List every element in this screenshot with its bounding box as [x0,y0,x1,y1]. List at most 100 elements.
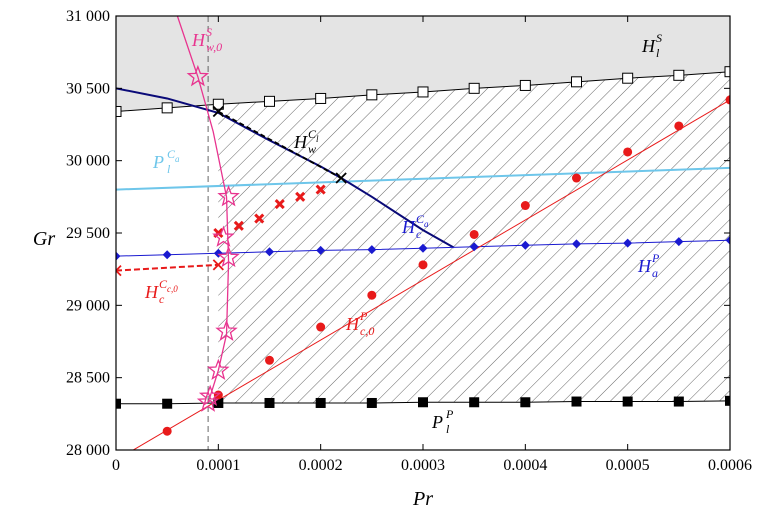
Hc0P-point [367,290,377,300]
x-axis: 0 0.0001 0.0002 0.0003 0.0004 0.0005 0.0006 [112,16,752,474]
HaP-point [367,245,377,255]
annotation-symbol: P [431,412,443,432]
HcCc0-point-stroke-b [295,191,306,202]
HcCc0-point [315,184,326,195]
HwS0-point [212,225,235,247]
HlS-point [673,69,685,81]
HcCc0-point [254,213,265,224]
y-tick-label: 30 500 [66,80,110,97]
PlCa-line [116,166,730,191]
PlP-point [264,397,275,408]
annotation-subscript: c [159,292,165,306]
annotation-symbol: H [144,282,159,302]
annotation-subscript: w,0 [206,40,222,54]
annotation-superscript: P [651,251,660,265]
HwCl-end-point [335,172,347,184]
x-tick-label: 0 [112,457,120,474]
annotation-subscript: c [416,227,422,241]
Hc0P-point [520,201,530,211]
HlS-point [315,92,327,104]
PlP-point [725,395,730,406]
annotation-superscript: S [656,31,662,45]
HaP-point [725,235,730,245]
HlS-point [212,98,224,110]
HcCc0-point-stroke-b [315,184,326,195]
HlS-point [116,105,122,117]
HwCl-line [217,110,342,179]
y-axis-label: Gr [33,228,55,250]
PlP-point [366,397,377,408]
HlS-point [468,82,480,94]
annotation-Hc0P: H Pc,0 [345,309,374,338]
HaP-point [674,237,684,247]
HcCc0-line [116,263,219,272]
HwCl-end-point-stroke-b [212,105,224,118]
annotation-symbol: P [152,152,164,172]
HcCc0-end-point-stroke-a [116,269,122,277]
annotation-subscript: l [167,162,171,176]
Hc0P-point [469,229,479,239]
annotation-subscript: a [652,266,658,280]
HaP-point [316,245,326,255]
HlS-point [519,79,531,91]
Hc0P-point [265,355,274,365]
HaP-point [572,239,581,249]
annotation-HwS0: H Sw,0 [191,25,222,54]
HwCl-end-point-stroke-b [335,172,347,184]
Hc0P-point [162,426,172,436]
annotation-superscript: P [359,309,368,323]
annotation-subscript: w [308,142,316,156]
HcCc0-end-point [212,259,224,271]
HcCc0-point [233,220,244,231]
annotation-superscript-sub: l [316,134,319,144]
PlP-point [315,397,326,408]
HlS-point [161,102,173,114]
annotation-superscript-sub: c,0 [167,284,178,294]
HaP-point [520,240,530,250]
annotation-PlP: P Pl [431,407,454,436]
y-tick-label: 28 500 [66,370,110,387]
HcCc0-end-point [116,264,122,277]
Hc0P-point [572,173,581,183]
Hc0P-point [418,260,428,270]
unstable-shaded-region [116,16,730,112]
x-tick-label: 0.0003 [401,457,445,474]
annotation-subscript: c,0 [360,324,374,338]
HlS-point [724,66,730,78]
PlP-point [116,398,121,409]
annotation-symbol: H [637,256,652,276]
HwS0-point [207,358,230,381]
HaP-point [162,250,172,260]
y-tick-label: 28 000 [66,442,110,459]
PlP-point [673,396,684,407]
x-tick-label: 0.0005 [606,457,650,474]
PlP-point [571,396,582,407]
annotation-symbol: H [641,36,656,56]
HlS-point [366,89,378,101]
Hc0P-point [623,147,633,157]
x-tick-label: 0.0006 [708,457,752,474]
annotation-superscript: P [445,407,454,421]
HwS0-point [186,64,210,87]
annotation-symbol: H [293,132,308,152]
x-tick-label: 0.0004 [503,457,547,474]
HcCc0-point [295,191,306,202]
y-tick-label: 29 000 [66,297,110,314]
HcCc0-point-stroke-b [233,220,244,231]
annotation-superscript: S [206,25,212,39]
y-tick-label: 29 500 [66,225,110,242]
HwS0-point [196,390,220,412]
annotation-superscript-sub: a [424,219,429,229]
Hc0P-point [725,95,730,105]
PlP-point [162,398,173,409]
HaP-point [265,247,274,257]
annotation-superscript-sub: a [175,154,180,164]
HcCc0-end-point-stroke-b [116,264,122,272]
HaP-point [469,242,479,252]
